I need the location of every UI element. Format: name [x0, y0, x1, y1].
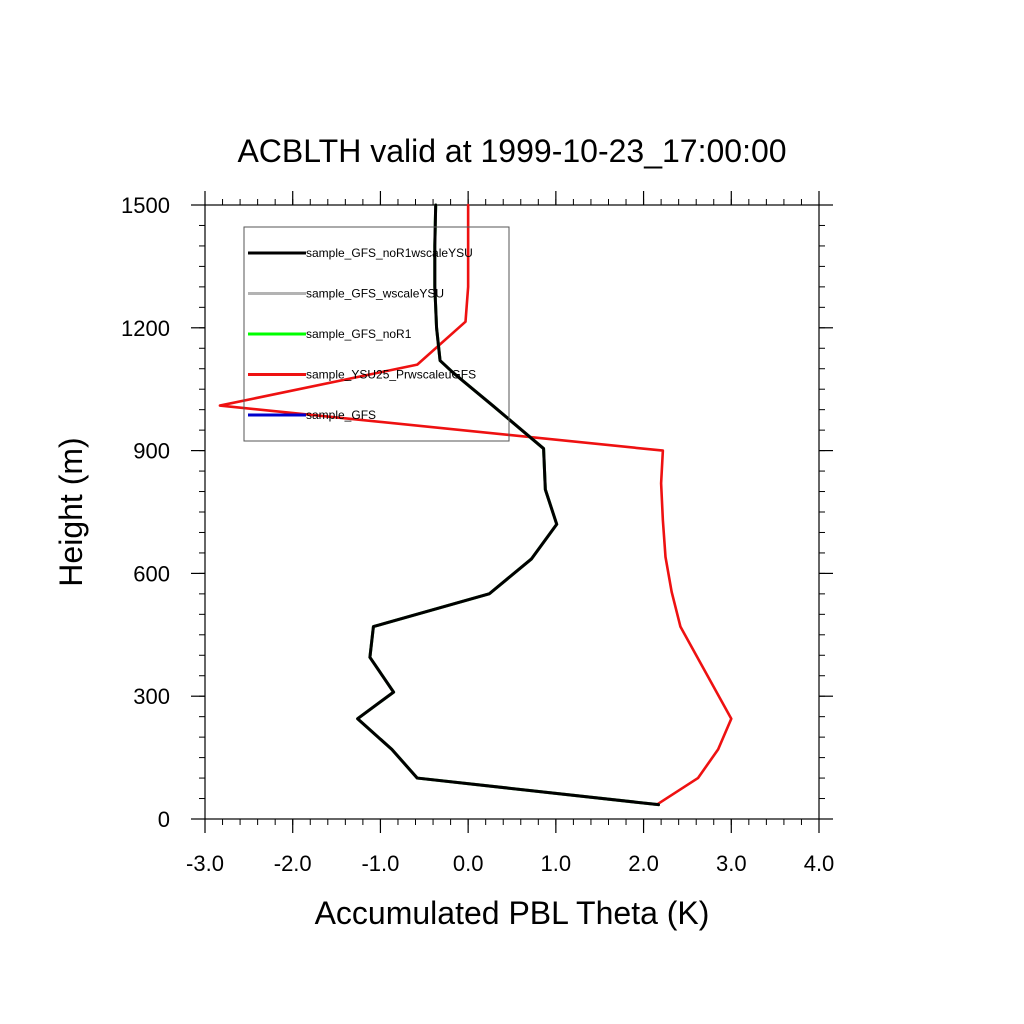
y-tick-label: 1500 [121, 193, 170, 218]
x-tick-label: 0.0 [453, 851, 484, 876]
x-tick-label: 2.0 [628, 851, 659, 876]
x-tick-labels: -3.0 -2.0 -1.0 0.0 1.0 2.0 3.0 4.0 [186, 851, 834, 876]
x-tick-label: 1.0 [541, 851, 572, 876]
legend-label: sample_GFS_noR1 [306, 327, 412, 341]
legend-label: sample_GFS_wscaleYSU [306, 287, 444, 301]
legend-box [243, 226, 510, 442]
x-axis-title: Accumulated PBL Theta (K) [315, 895, 710, 931]
x-tick-label: 4.0 [804, 851, 835, 876]
legend: sample_GFS_noR1wscaleYSU sample_GFS_wscal… [243, 226, 510, 442]
y-tick-label: 0 [158, 807, 170, 832]
x-tick-label: -1.0 [361, 851, 399, 876]
series-line-3 [218, 203, 733, 806]
series-lines [218, 203, 733, 807]
chart-title: ACBLTH valid at 1999-10-23_17:00:00 [237, 133, 786, 169]
legend-label: sample_GFS [306, 408, 376, 422]
legend-label: sample_GFS_noR1wscaleYSU [306, 246, 473, 260]
series-line-0 [356, 203, 660, 807]
y-tick-label: 900 [133, 439, 170, 464]
major-ticks [191, 191, 833, 833]
legend-label: sample_YSU25_PrwscaleuGFS [306, 368, 476, 382]
y-tick-label: 300 [133, 684, 170, 709]
x-tick-label: -3.0 [186, 851, 224, 876]
y-tick-label: 1200 [121, 316, 170, 341]
x-tick-label: -2.0 [274, 851, 312, 876]
x-tick-label: 3.0 [716, 851, 747, 876]
y-axis-title: Height (m) [53, 437, 89, 586]
y-tick-labels: 0 300 600 900 1200 1500 [121, 193, 170, 832]
y-tick-label: 600 [133, 561, 170, 586]
